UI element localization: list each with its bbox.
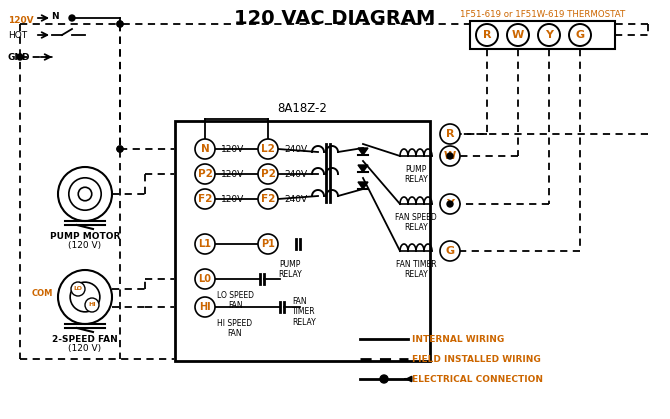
Circle shape <box>117 21 123 27</box>
Circle shape <box>447 153 453 159</box>
Circle shape <box>117 146 123 152</box>
Text: P1: P1 <box>261 239 275 249</box>
Text: INTERNAL WIRING: INTERNAL WIRING <box>412 334 505 344</box>
Circle shape <box>440 241 460 261</box>
Text: L0: L0 <box>198 274 212 284</box>
Text: PUMP
RELAY: PUMP RELAY <box>404 165 428 184</box>
Circle shape <box>258 139 278 159</box>
Text: R: R <box>446 129 454 139</box>
Text: 240V: 240V <box>284 145 307 153</box>
Text: P2: P2 <box>198 169 212 179</box>
Text: GND: GND <box>8 52 31 62</box>
Text: 120V: 120V <box>221 170 245 178</box>
Circle shape <box>440 124 460 144</box>
Text: COM: COM <box>31 290 53 298</box>
Text: (120 V): (120 V) <box>68 241 102 250</box>
Text: 120V: 120V <box>221 145 245 153</box>
Circle shape <box>58 270 112 324</box>
Text: P2: P2 <box>261 169 275 179</box>
Text: 120V: 120V <box>8 16 34 24</box>
Text: Y: Y <box>446 199 454 209</box>
Text: W: W <box>512 30 524 40</box>
Text: 240V: 240V <box>284 194 307 204</box>
Text: HI SPEED
FAN: HI SPEED FAN <box>217 319 252 339</box>
Circle shape <box>258 189 278 209</box>
Text: LO SPEED
FAN: LO SPEED FAN <box>217 291 254 310</box>
Text: 120 VAC DIAGRAM: 120 VAC DIAGRAM <box>234 9 436 28</box>
Text: N: N <box>51 11 59 21</box>
Polygon shape <box>358 148 368 155</box>
Text: LO: LO <box>74 287 82 292</box>
Text: HI: HI <box>199 302 211 312</box>
Text: G: G <box>446 246 454 256</box>
Circle shape <box>58 167 112 221</box>
Circle shape <box>440 146 460 166</box>
Circle shape <box>85 298 99 312</box>
Text: Y: Y <box>545 30 553 40</box>
Circle shape <box>195 234 215 254</box>
Circle shape <box>569 24 591 46</box>
Text: 1F51-619 or 1F51W-619 THERMOSTAT: 1F51-619 or 1F51W-619 THERMOSTAT <box>460 10 626 19</box>
Text: R: R <box>483 30 491 40</box>
Circle shape <box>71 282 85 296</box>
Bar <box>175 121 430 361</box>
Text: N: N <box>200 144 209 154</box>
Circle shape <box>380 375 388 383</box>
Polygon shape <box>358 182 368 189</box>
Text: F2: F2 <box>198 194 212 204</box>
Text: PUMP MOTOR: PUMP MOTOR <box>50 232 120 241</box>
Circle shape <box>195 164 215 184</box>
Text: PUMP
RELAY: PUMP RELAY <box>278 260 302 279</box>
Circle shape <box>117 146 123 152</box>
Text: 120V: 120V <box>221 194 245 204</box>
Text: L2: L2 <box>261 144 275 154</box>
Circle shape <box>17 54 23 60</box>
Text: 240V: 240V <box>284 170 307 178</box>
Circle shape <box>195 189 215 209</box>
Circle shape <box>195 139 215 159</box>
Text: L1: L1 <box>198 239 212 249</box>
Text: 2-SPEED FAN: 2-SPEED FAN <box>52 335 118 344</box>
Circle shape <box>258 164 278 184</box>
Circle shape <box>117 21 123 27</box>
Circle shape <box>195 269 215 289</box>
Polygon shape <box>358 165 368 172</box>
Text: FAN TIMER
RELAY: FAN TIMER RELAY <box>396 260 436 279</box>
Text: FAN
TIMER
RELAY: FAN TIMER RELAY <box>292 297 316 327</box>
Text: 8A18Z-2: 8A18Z-2 <box>277 102 328 115</box>
Text: FIELD INSTALLED WIRING: FIELD INSTALLED WIRING <box>412 354 541 364</box>
Text: (120 V): (120 V) <box>68 344 102 353</box>
Circle shape <box>476 24 498 46</box>
Circle shape <box>507 24 529 46</box>
Bar <box>470 21 615 49</box>
Text: HI: HI <box>88 303 96 308</box>
Circle shape <box>447 201 453 207</box>
Text: W: W <box>444 151 456 161</box>
Circle shape <box>440 194 460 214</box>
Text: ELECTRICAL CONNECTION: ELECTRICAL CONNECTION <box>412 375 543 383</box>
Text: FAN SPEED
RELAY: FAN SPEED RELAY <box>395 213 437 233</box>
Text: HOT: HOT <box>8 31 27 39</box>
Text: F2: F2 <box>261 194 275 204</box>
Circle shape <box>538 24 560 46</box>
Text: G: G <box>576 30 584 40</box>
Circle shape <box>69 15 75 21</box>
Circle shape <box>195 297 215 317</box>
Circle shape <box>258 234 278 254</box>
